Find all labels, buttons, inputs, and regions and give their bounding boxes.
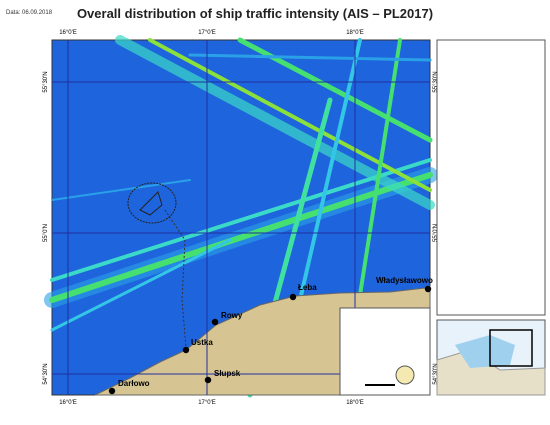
traffic-lanes (44, 35, 438, 398)
town-label: Władysławowo (376, 276, 433, 285)
owf-area (139, 191, 163, 216)
lat-label: 54°30'N (43, 363, 49, 384)
town (204, 376, 212, 384)
lon-label: 16°0'E (59, 400, 77, 406)
lat-label: 55°0'N (43, 224, 49, 242)
lon-label: 17°0'E (198, 30, 216, 36)
town-label: Łeba (298, 283, 317, 292)
lon-label: 16°0'E (59, 30, 77, 36)
map-info-box (339, 307, 431, 396)
lat-label: 54°30'N (433, 363, 439, 384)
title: Overall distribution of ship traffic int… (77, 6, 433, 21)
town-label: Rowy (221, 311, 243, 320)
lon-label: 18°0'E (346, 400, 364, 406)
owf-cable (164, 209, 187, 349)
lon-label: 18°0'E (346, 30, 364, 36)
compass (395, 365, 415, 385)
legend-box (436, 39, 546, 316)
lat-label: 55°30'N (433, 71, 439, 92)
lon-label: 17°0'E (198, 400, 216, 406)
lat-label: 55°0'N (433, 224, 439, 242)
town-label: Ustka (191, 338, 213, 347)
buffer (127, 182, 177, 224)
date: Data: 06.09.2018 (6, 10, 53, 16)
town (289, 293, 297, 301)
town (182, 346, 190, 354)
town (108, 387, 116, 395)
inset-sea (455, 335, 515, 368)
town (424, 285, 432, 293)
lat-label: 55°30'N (43, 71, 49, 92)
town-label: Słupsk (214, 369, 241, 378)
inset-frame (489, 329, 533, 367)
town (211, 318, 219, 326)
town-label: Darłowo (118, 379, 150, 388)
